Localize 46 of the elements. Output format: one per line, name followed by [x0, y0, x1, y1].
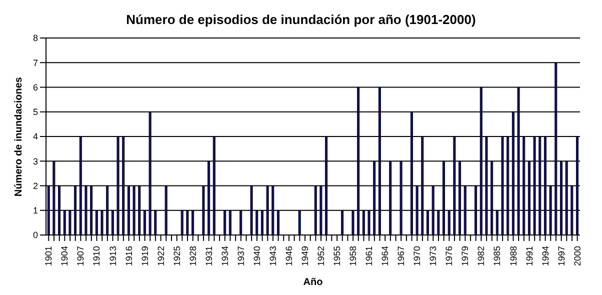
y-tick-label: 8 [32, 33, 38, 44]
y-axis-title: Número de inundaciones [14, 76, 25, 196]
x-tick-label: 1952 [316, 246, 326, 266]
x-tick-label: 1910 [92, 246, 102, 266]
chart-title: Número de episodios de inundación por año (1901-2000) [125, 11, 477, 29]
x-tick-label: 1928 [188, 246, 198, 266]
x-tick-label: 1964 [380, 246, 390, 266]
x-tick-label: 2000 [572, 246, 582, 266]
x-tick-label: 1994 [540, 246, 550, 266]
x-tick-label: 1985 [492, 246, 502, 266]
x-tick-label: 1967 [396, 246, 406, 266]
x-tick-label: 1922 [156, 246, 166, 266]
x-tick-label: 1982 [476, 246, 486, 266]
x-tick-label: 1988 [508, 246, 518, 266]
x-tick-label: 1907 [76, 246, 86, 266]
y-tick-label: 4 [32, 132, 38, 142]
x-tick-label: 1913 [108, 246, 118, 266]
x-tick-label: 1997 [556, 246, 566, 266]
y-tick-label: 2 [32, 180, 38, 191]
x-tick-label: 1901 [44, 246, 54, 266]
x-tick-label: 1949 [300, 246, 310, 266]
x-tick-label: 1937 [236, 246, 246, 266]
x-tick-label: 1958 [348, 246, 358, 266]
x-tick-label: 1955 [332, 246, 342, 266]
x-tick-label: 1973 [428, 246, 438, 266]
x-tick-label: 1904 [60, 246, 70, 266]
y-tick-label: 3 [32, 156, 38, 166]
y-tick-label: 1 [32, 206, 38, 216]
x-tick-label: 1940 [252, 246, 262, 266]
x-tick-label: 1946 [284, 246, 294, 266]
y-tick-label: 0 [32, 230, 38, 240]
x-tick-label: 1916 [124, 246, 134, 266]
x-tick-label: 1979 [460, 246, 470, 266]
x-tick-label: 1970 [412, 246, 422, 266]
x-tick-label: 1919 [140, 246, 150, 266]
y-tick-label: 7 [32, 58, 38, 68]
x-tick-label: 1961 [364, 246, 374, 266]
x-tick-label: 1931 [204, 246, 214, 266]
x-tick-label: 1934 [220, 246, 230, 266]
x-axis-title: Año [303, 277, 323, 288]
x-tick-label: 1991 [524, 246, 534, 266]
y-tick-label: 5 [32, 107, 38, 118]
y-tick-label: 6 [32, 82, 38, 92]
x-tick-label: 1925 [172, 246, 182, 266]
x-tick-label: 1976 [444, 246, 454, 266]
x-tick-label: 1943 [268, 246, 278, 266]
